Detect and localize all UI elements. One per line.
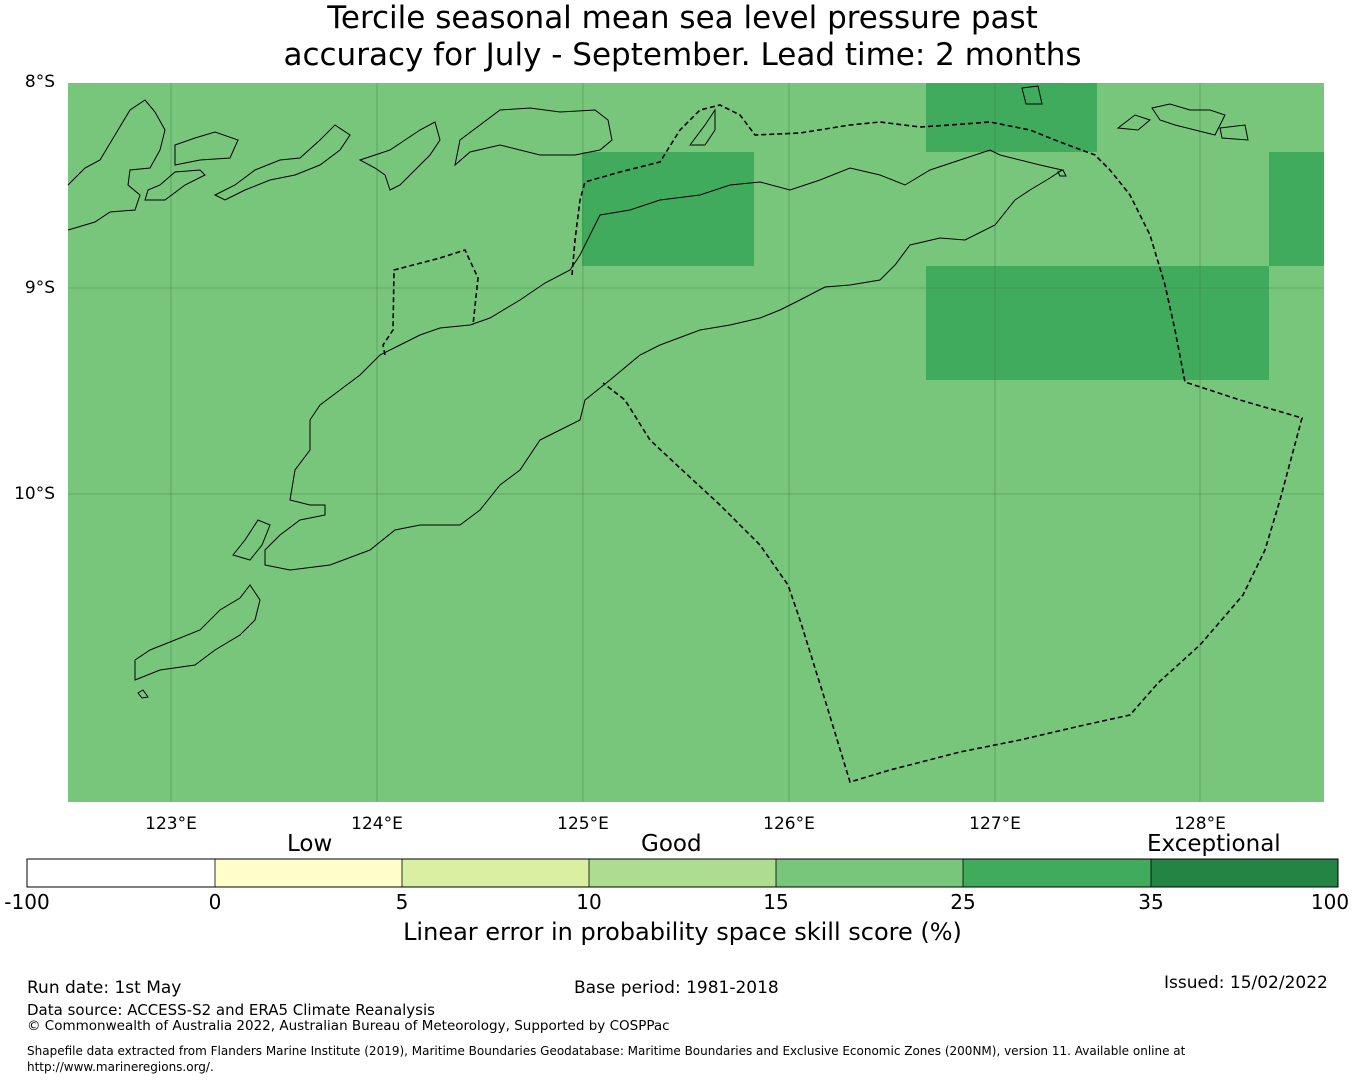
data-source: Data source: ACCESS-S2 and ERA5 Climate … bbox=[27, 1001, 435, 1019]
wetar-outline bbox=[358, 121, 441, 191]
colorbar-tick: 25 bbox=[950, 890, 976, 914]
gridlines bbox=[68, 83, 1324, 802]
colorbar-segment bbox=[963, 859, 1151, 887]
lat-label: 9°S bbox=[24, 278, 55, 298]
lon-label: 127°E bbox=[969, 814, 1021, 834]
colorbar-segment bbox=[589, 859, 776, 887]
skill-cell bbox=[1269, 152, 1324, 266]
colorbar-tick: -100 bbox=[4, 890, 50, 914]
colorbar-segment bbox=[776, 859, 963, 887]
colorbar-frame bbox=[26, 858, 1339, 888]
colorbar-segment bbox=[1151, 859, 1338, 887]
lat-label: 10°S bbox=[14, 484, 55, 504]
alor-outline bbox=[144, 169, 206, 201]
chart-title: Tercile seasonal mean sea level pressure… bbox=[0, 0, 1365, 74]
moa-outline bbox=[1151, 103, 1226, 136]
small-island-outline bbox=[1057, 169, 1067, 177]
issued-date: Issued: 15/02/2022 bbox=[1164, 973, 1328, 993]
semau-outline bbox=[232, 519, 271, 561]
skill-cell bbox=[926, 266, 1269, 380]
skill-cells bbox=[582, 83, 1324, 380]
copyright: © Commonwealth of Australia 2022, Austra… bbox=[27, 1018, 670, 1034]
oecusse-boundary bbox=[382, 249, 479, 356]
colorbar-tick: 100 bbox=[1310, 890, 1350, 914]
colorbar-tick: 0 bbox=[208, 890, 222, 914]
colorbar-segment bbox=[27, 859, 215, 887]
pantar-outline bbox=[213, 124, 351, 201]
kisar-outline bbox=[1021, 85, 1043, 105]
colorbar-tick: 35 bbox=[1138, 890, 1164, 914]
atauro-outline bbox=[689, 108, 716, 146]
colorbar-segment bbox=[402, 859, 589, 887]
colorbar-label: Linear error in probability space skill … bbox=[403, 918, 962, 946]
coastlines bbox=[67, 85, 1249, 699]
colorbar-segment bbox=[215, 859, 402, 887]
chart-title-line2: accuracy for July - September. Lead time… bbox=[283, 37, 1082, 73]
colorbar-category-low: Low bbox=[287, 831, 333, 857]
rote-outline bbox=[134, 584, 261, 681]
lon-label: 123°E bbox=[145, 814, 197, 834]
shapefile-note: Shapefile data extracted from Flanders M… bbox=[27, 1044, 1186, 1074]
run-date: Run date: 1st May bbox=[27, 978, 182, 998]
timor-island-outline bbox=[264, 149, 1064, 571]
lon-label: 126°E bbox=[763, 814, 815, 834]
ndao-outline bbox=[137, 689, 149, 699]
lon-label: 124°E bbox=[351, 814, 403, 834]
colorbar-category-good: Good bbox=[641, 831, 702, 857]
colorbar bbox=[26, 858, 1339, 888]
lat-label: 8°S bbox=[24, 72, 55, 92]
lon-label: 125°E bbox=[557, 814, 609, 834]
colorbar-tick: 10 bbox=[576, 890, 602, 914]
lon-label: 128°E bbox=[1174, 814, 1226, 834]
lakor-outline bbox=[1219, 124, 1249, 141]
alor-outline bbox=[174, 131, 239, 166]
chart-title-line1: Tercile seasonal mean sea level pressure… bbox=[327, 0, 1038, 36]
colorbar-category-exceptional: Exceptional bbox=[1147, 831, 1281, 857]
flores-outline bbox=[67, 99, 166, 231]
wetar-outline bbox=[454, 107, 613, 167]
maritime-boundaries bbox=[382, 104, 1303, 783]
leti-outline bbox=[1116, 114, 1152, 131]
base-period: Base period: 1981-2018 bbox=[574, 978, 779, 998]
colorbar-tick: 15 bbox=[763, 890, 789, 914]
eez-boundary-north bbox=[571, 104, 1303, 783]
colorbar-tick: 5 bbox=[395, 890, 409, 914]
skill-cell bbox=[926, 83, 1097, 152]
skill-cell bbox=[582, 152, 754, 266]
